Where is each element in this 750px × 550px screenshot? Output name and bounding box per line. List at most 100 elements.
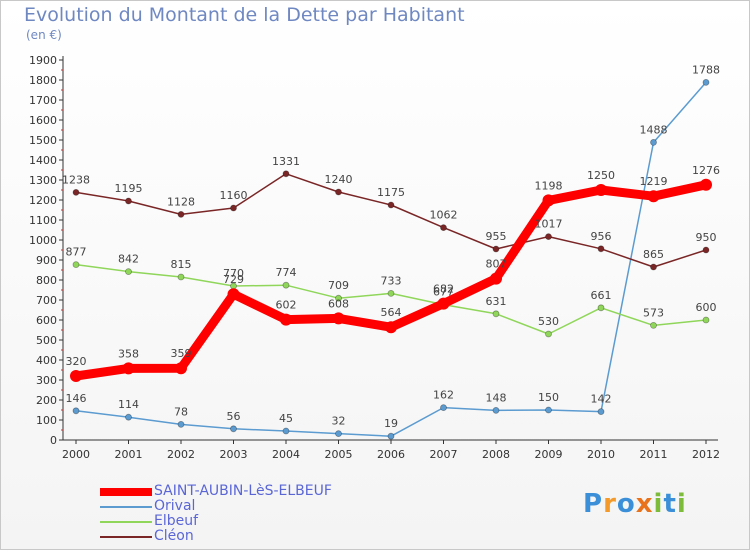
- data-label-saint-aubin-les-elbeuf: 807: [486, 258, 507, 271]
- y-tick-label: 100: [36, 414, 57, 427]
- data-label-elbeuf: 600: [696, 301, 717, 314]
- x-tick-label: 2004: [272, 448, 300, 461]
- legend-swatch-orival: [100, 506, 152, 508]
- data-point-saint-aubin-les-elbeuf: [647, 190, 660, 203]
- data-point-saint-aubin-les-elbeuf: [227, 288, 240, 301]
- x-tick-label: 2009: [535, 448, 563, 461]
- data-label-orival: 150: [538, 391, 559, 404]
- data-label-elbeuf: 774: [276, 266, 297, 279]
- data-point-elbeuf: [335, 294, 342, 302]
- data-label-orival: 1488: [640, 123, 668, 136]
- data-label-elbeuf: 733: [381, 274, 402, 287]
- data-label-elbeuf: 815: [171, 258, 192, 271]
- data-label-orival: 78: [174, 405, 188, 418]
- data-point-cleon: [650, 263, 657, 271]
- data-point-cleon: [545, 233, 552, 241]
- data-point-cleon: [177, 210, 185, 218]
- x-tick-label: 2005: [325, 448, 353, 461]
- data-point-saint-aubin-les-elbeuf: [70, 370, 82, 382]
- data-label-orival: 32: [332, 415, 346, 428]
- y-tick-label: 400: [36, 354, 57, 367]
- series-saint-aubin-les-elbeuf: [70, 178, 712, 382]
- data-point-orival: [492, 406, 500, 414]
- y-tick-label: 200: [36, 394, 57, 407]
- y-tick-label: 300: [36, 374, 57, 387]
- data-point-elbeuf: [597, 304, 605, 312]
- legend-label-saint-aubin: SAINT-AUBIN-LèS-ELBEUF: [154, 483, 332, 499]
- data-point-cleon: [387, 201, 395, 209]
- data-label-orival: 142: [591, 393, 612, 406]
- legend-item-orival: Orival: [100, 499, 360, 514]
- y-tick-label: 1500: [29, 134, 57, 147]
- data-point-orival: [597, 408, 605, 416]
- data-point-orival: [282, 427, 290, 435]
- data-label-saint-aubin-les-elbeuf: 359: [171, 347, 192, 360]
- data-point-orival: [702, 79, 710, 86]
- data-label-orival: 162: [433, 389, 454, 402]
- data-label-orival: 146: [66, 392, 87, 405]
- y-tick-label: 1900: [29, 54, 57, 67]
- data-label-elbeuf: 770: [223, 267, 244, 280]
- data-point-saint-aubin-les-elbeuf: [385, 321, 397, 334]
- data-label-orival: 56: [227, 410, 241, 423]
- data-point-elbeuf: [650, 321, 657, 329]
- data-label-orival: 1788: [692, 63, 720, 76]
- data-point-saint-aubin-les-elbeuf: [332, 312, 345, 325]
- data-label-elbeuf: 842: [118, 253, 139, 266]
- data-point-orival: [545, 406, 552, 414]
- legend-swatch-elbeuf: [100, 521, 152, 523]
- data-point-elbeuf: [545, 330, 552, 338]
- data-label-elbeuf: 709: [328, 279, 349, 292]
- x-tick-label: 2010: [587, 448, 615, 461]
- data-label-saint-aubin-les-elbeuf: 729: [223, 273, 244, 286]
- data-point-elbeuf: [177, 273, 185, 281]
- data-point-orival: [387, 432, 395, 440]
- legend-item-saint-aubin: SAINT-AUBIN-LèS-ELBEUF: [100, 484, 360, 499]
- data-label-elbeuf: 661: [591, 289, 612, 302]
- logo-letter-5: t: [663, 489, 677, 519]
- data-label-orival: 148: [486, 391, 507, 404]
- data-point-cleon: [335, 188, 342, 196]
- data-point-saint-aubin-les-elbeuf: [437, 297, 450, 310]
- data-label-saint-aubin-les-elbeuf: 1276: [692, 164, 720, 177]
- data-point-cleon: [440, 224, 447, 232]
- data-point-orival: [440, 404, 447, 412]
- data-label-cleon: 865: [643, 248, 664, 261]
- series-cleon: [72, 170, 710, 271]
- legend-swatch-saint-aubin: [100, 488, 152, 496]
- chart-subtitle: (en €): [26, 28, 62, 42]
- data-point-elbeuf: [282, 281, 290, 289]
- data-point-elbeuf: [125, 268, 132, 276]
- data-label-elbeuf: 631: [486, 295, 507, 308]
- data-point-elbeuf: [702, 316, 710, 324]
- data-point-saint-aubin-les-elbeuf: [280, 313, 292, 326]
- logo-letter-2: o: [616, 489, 636, 519]
- logo-letter-4: i: [653, 489, 664, 519]
- data-label-cleon: 1240: [325, 173, 353, 186]
- data-point-orival: [72, 407, 80, 415]
- data-point-orival: [335, 430, 342, 438]
- data-point-elbeuf: [72, 261, 80, 269]
- x-tick-label: 2012: [692, 448, 720, 461]
- x-tick-label: 2006: [377, 448, 405, 461]
- y-tick-label: 1600: [29, 114, 57, 127]
- y-tick-label: 1000: [29, 234, 57, 247]
- data-label-orival: 114: [118, 398, 139, 411]
- data-label-saint-aubin-les-elbeuf: 1219: [640, 175, 668, 188]
- data-label-saint-aubin-les-elbeuf: 358: [118, 347, 139, 360]
- data-point-orival: [650, 138, 657, 146]
- y-tick-label: 800: [36, 274, 57, 287]
- data-label-saint-aubin-les-elbeuf: 608: [328, 297, 349, 310]
- data-label-saint-aubin-les-elbeuf: 320: [66, 355, 87, 368]
- data-point-cleon: [282, 170, 290, 178]
- data-label-cleon: 1128: [167, 195, 195, 208]
- legend-label-cleon: Cléon: [154, 528, 194, 544]
- y-tick-label: 900: [36, 254, 57, 267]
- data-point-saint-aubin-les-elbeuf: [595, 184, 607, 196]
- data-label-saint-aubin-les-elbeuf: 1250: [587, 169, 615, 182]
- x-tick-label: 2000: [62, 448, 90, 461]
- data-point-cleon: [72, 188, 80, 196]
- data-point-orival: [125, 413, 132, 421]
